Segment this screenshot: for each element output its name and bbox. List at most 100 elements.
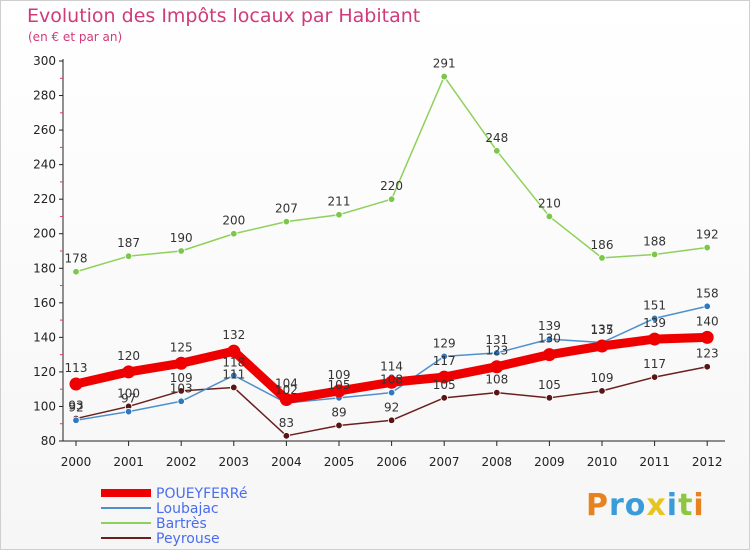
data-label: 123 [485, 344, 508, 358]
series-point-1 [230, 371, 238, 380]
data-label: 117 [643, 357, 666, 371]
series-point-2 [335, 211, 343, 219]
series-point-0 [122, 365, 136, 379]
y-tick-label: 260 [33, 123, 56, 137]
data-label: 97 [121, 392, 136, 406]
data-label: 102 [275, 383, 298, 397]
series-point-0 [542, 348, 556, 362]
data-label: 129 [433, 336, 456, 350]
series-point-0 [227, 344, 241, 358]
y-tick-label: 240 [33, 158, 56, 172]
data-label: 120 [117, 349, 140, 363]
x-tick-label: 2009 [534, 455, 565, 469]
y-tick-label: 180 [33, 261, 56, 275]
data-label: 178 [65, 252, 88, 266]
series-point-3 [650, 373, 659, 381]
data-label: 105 [328, 378, 351, 392]
series-point-2 [650, 250, 659, 259]
data-label: 104 [275, 377, 298, 391]
brand-letter: i [666, 488, 679, 523]
x-tick-label: 2004 [271, 455, 302, 469]
data-label: 210 [538, 196, 561, 210]
brand-letter: P [586, 488, 609, 523]
x-tick-label: 2006 [376, 455, 407, 469]
data-label: 135 [591, 323, 614, 337]
series-point-3 [545, 394, 554, 402]
series-point-0 [174, 356, 188, 370]
data-labels-layer: 113 120 125 132 104 109 114 117 123 130 135 139 140 9… [65, 57, 719, 430]
series-point-0 [595, 339, 609, 353]
brand-letter: r [609, 488, 625, 523]
series-point-2 [72, 268, 80, 276]
x-tick-label: 2000 [61, 455, 92, 469]
x-tick-label: 2008 [482, 455, 513, 469]
data-label: 137 [591, 323, 614, 337]
data-label: 186 [591, 238, 614, 252]
data-label: 109 [591, 371, 614, 385]
series-point-1 [650, 314, 659, 323]
data-label: 92 [68, 400, 83, 414]
series-point-3 [177, 387, 185, 395]
data-label: 109 [328, 368, 351, 382]
data-label: 125 [170, 340, 193, 354]
chart-subtitle: (en € et par an) [28, 30, 123, 44]
series-point-3 [598, 387, 606, 395]
series-point-2 [282, 217, 291, 226]
series-point-0 [437, 370, 451, 384]
x-tick-label: 2002 [166, 455, 197, 469]
data-label: 140 [696, 314, 719, 328]
series-point-0 [700, 330, 714, 344]
y-tick-label: 160 [33, 296, 56, 310]
proxiti-logo: Proxiti [586, 488, 705, 523]
chart-axes: 80 100 120 140 160 180 200 220 240 260 280 300 2000 2… [33, 54, 725, 469]
series-layer [69, 72, 714, 440]
data-label: 207 [275, 202, 298, 216]
data-label: 158 [696, 286, 719, 300]
data-label: 130 [538, 332, 561, 346]
legend-label-0: POUEYFERRé [156, 486, 247, 502]
series-point-2 [598, 254, 606, 262]
data-label: 200 [222, 214, 245, 228]
data-label: 131 [485, 333, 508, 347]
brand-letter: x [646, 488, 667, 523]
series-point-3 [440, 394, 448, 402]
series-point-0 [69, 377, 83, 391]
data-label: 117 [433, 354, 456, 368]
series-point-1 [545, 335, 554, 343]
series-point-1 [440, 352, 448, 361]
series-point-2 [177, 247, 185, 255]
data-label: 248 [485, 131, 508, 145]
series-point-2 [230, 230, 238, 238]
series-point-0 [490, 360, 504, 374]
data-label: 103 [170, 381, 193, 395]
data-label: 105 [538, 378, 561, 392]
data-label: 108 [380, 373, 403, 387]
x-tick-label: 2001 [113, 455, 144, 469]
legend-label-1: Loubajac [156, 501, 219, 517]
data-label: 192 [696, 228, 719, 242]
data-label: 123 [696, 347, 719, 361]
brand-letter: t [678, 488, 694, 523]
data-label: 139 [643, 316, 666, 330]
series-point-2 [493, 147, 501, 155]
data-label: 139 [538, 319, 561, 333]
y-tick-label: 280 [33, 89, 56, 103]
data-label: 83 [279, 416, 294, 430]
series-point-3 [493, 388, 501, 397]
y-tick-label: 120 [33, 365, 56, 379]
x-tick-label: 2005 [324, 455, 355, 469]
series-point-0 [332, 384, 346, 398]
data-label: 132 [222, 328, 245, 342]
series-point-1 [387, 388, 396, 397]
series-point-3 [387, 416, 396, 424]
data-label: 105 [433, 378, 456, 392]
x-tick-label: 2011 [639, 455, 670, 469]
data-label: 92 [384, 400, 399, 414]
series-point-1 [177, 397, 185, 405]
data-label: 114 [380, 359, 403, 373]
data-label: 118 [222, 355, 245, 369]
y-tick-label: 300 [33, 54, 56, 68]
